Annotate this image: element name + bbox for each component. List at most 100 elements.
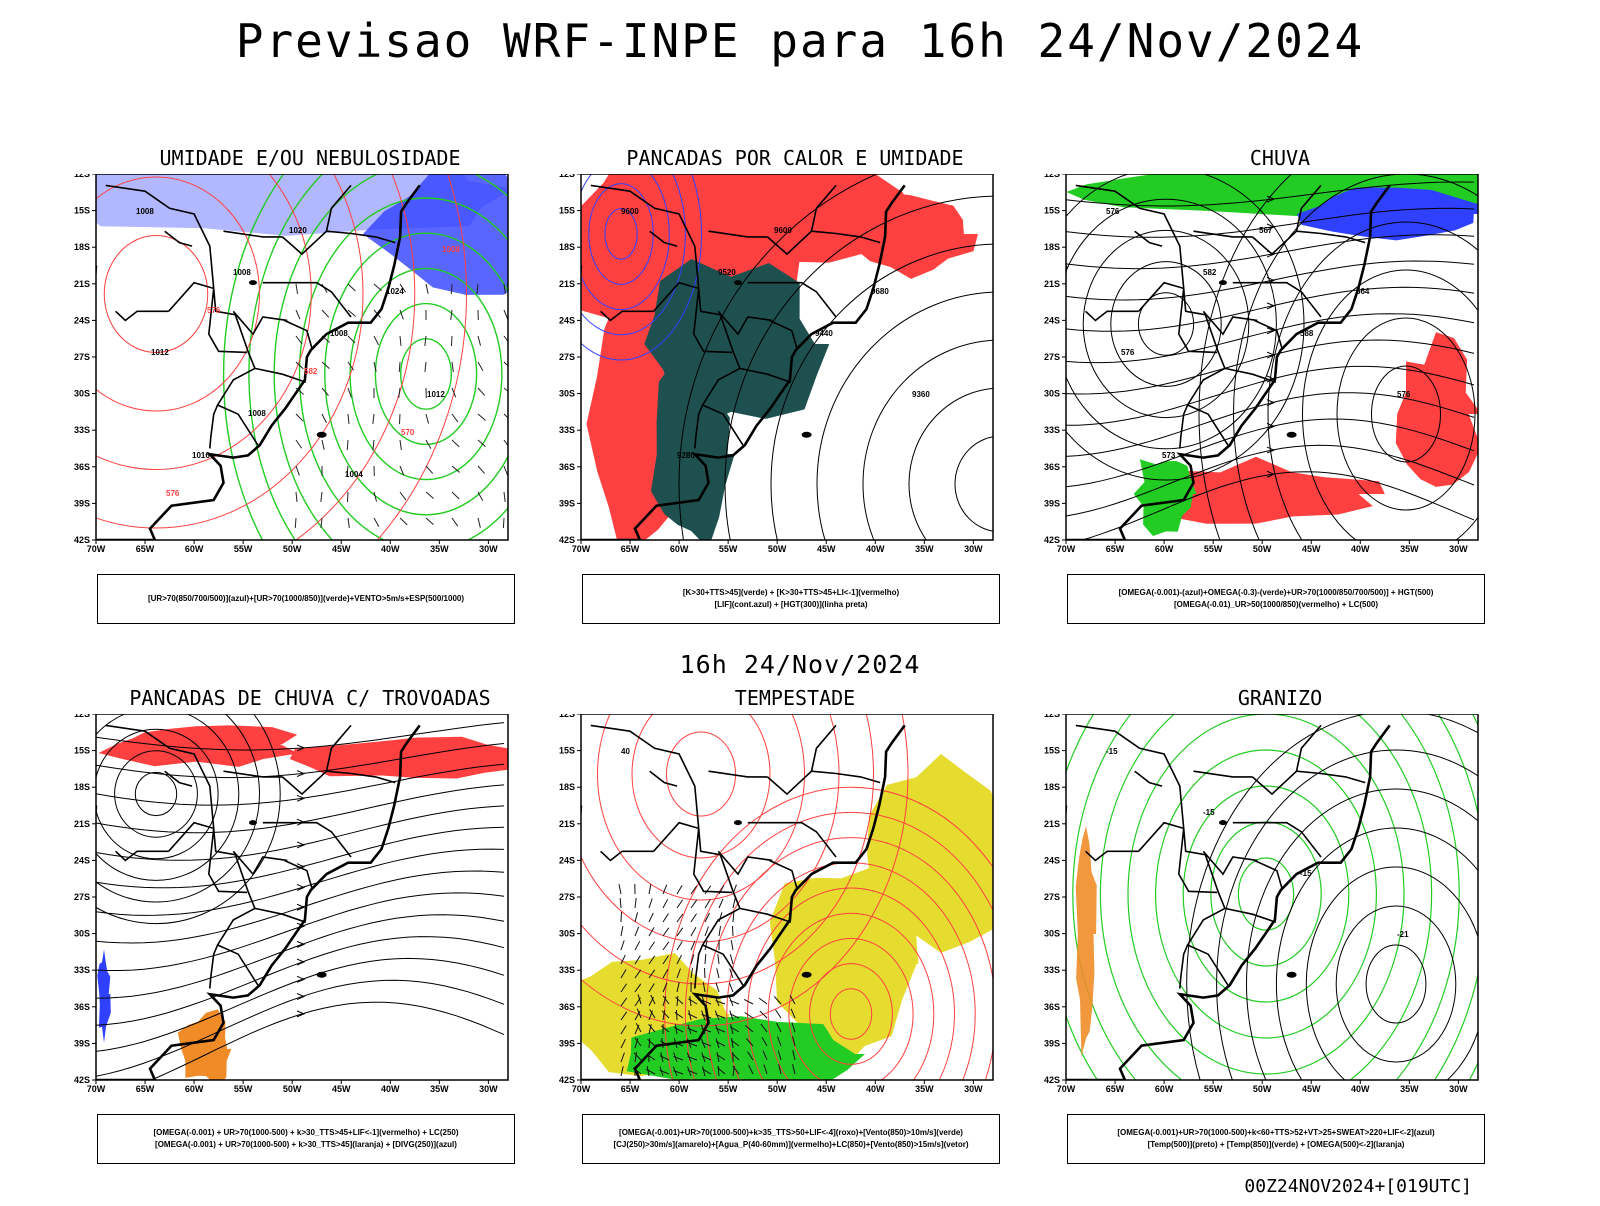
contour-label: 9680: [871, 287, 889, 296]
wind-vector: [732, 926, 733, 936]
lon-label: 60W: [670, 544, 689, 554]
contour-label: 1008: [442, 245, 460, 254]
contour-label: 9440: [815, 329, 833, 338]
main-title: Previsao WRF-INPE para 16h 24/Nov/2024: [0, 14, 1600, 68]
panel-title: UMIDADE E/OU NEBULOSIDADE: [70, 146, 550, 170]
lon-label: 55W: [234, 544, 253, 554]
map-umidade: 1008100810081012101610201024101210081004…: [70, 174, 550, 574]
contour-label: 576: [1106, 207, 1120, 216]
contour-label: 576: [207, 306, 221, 315]
contour-label: 573: [1162, 451, 1176, 460]
legend-line: [OMEGA(-0.01)_UR>50(1000/850)(vermelho) …: [1174, 600, 1378, 610]
legend-line: [K>30+TTS>45](verde) + [K>30+TTS>45+LI<-…: [683, 588, 899, 598]
lon-label: 40W: [1351, 1084, 1370, 1094]
contour-label: 1008: [330, 329, 348, 338]
legend-box: [OMEGA(-0.001)+UR>70(1000-500)+k<60+TTS>…: [1067, 1114, 1485, 1164]
legend-line: [OMEGA(-0.001)+UR>70(1000-500)+k<60+TTS>…: [1117, 1128, 1434, 1138]
lon-label: 60W: [1155, 544, 1174, 554]
contour-label: 9360: [912, 390, 930, 399]
map-chuva: 57658258857657356756457612S15S18S21S24S2…: [1040, 174, 1520, 574]
lon-label: 65W: [621, 544, 640, 554]
contour-label: 1016: [192, 451, 210, 460]
lon-label: 40W: [866, 1084, 885, 1094]
contour-label: 1008: [233, 268, 251, 277]
contour-label: 582: [304, 367, 318, 376]
lat-label: 24S: [74, 315, 90, 325]
lat-label: 30S: [559, 389, 575, 399]
lon-label: 50W: [768, 544, 787, 554]
lat-label: 27S: [74, 352, 90, 362]
lon-label: 40W: [866, 544, 885, 554]
lon-label: 35W: [430, 544, 449, 554]
lon-label: 70W: [87, 1084, 106, 1094]
contour-label: 567: [1259, 226, 1273, 235]
lon-label: 50W: [283, 544, 302, 554]
contour-label: 1012: [151, 348, 169, 357]
lon-label: 50W: [1253, 544, 1272, 554]
lon-label: 40W: [1351, 544, 1370, 554]
lat-label: 39S: [559, 1038, 575, 1048]
lat-label: 15S: [1044, 206, 1060, 216]
lat-label: 18S: [559, 242, 575, 252]
contour-label: 9280: [677, 451, 695, 460]
contour-label: -21: [1397, 930, 1409, 939]
lon-label: 35W: [915, 544, 934, 554]
lat-label: 36S: [1044, 1002, 1060, 1012]
lat-label: 21S: [1044, 279, 1060, 289]
lon-label: 30W: [479, 544, 498, 554]
lat-label: 27S: [74, 892, 90, 902]
panel-title: TEMPESTADE: [555, 686, 1035, 710]
legend-line: [OMEGA(-0.001) + UR>70(1000-500) + k>30_…: [155, 1140, 457, 1150]
lat-label: 36S: [74, 1002, 90, 1012]
contour-label: -15: [1300, 869, 1312, 878]
lat-label: 36S: [1044, 462, 1060, 472]
panel-title: CHUVA: [1040, 146, 1520, 170]
lon-label: 35W: [1400, 1084, 1419, 1094]
lat-label: 27S: [559, 892, 575, 902]
contour-label: -15: [1106, 747, 1118, 756]
lat-label: 39S: [74, 498, 90, 508]
lat-label: 15S: [559, 746, 575, 756]
lat-label: 33S: [74, 425, 90, 435]
contour-label: 576: [166, 489, 180, 498]
lat-label: 24S: [559, 855, 575, 865]
lon-label: 55W: [234, 1084, 253, 1094]
lon-label: 60W: [185, 1084, 204, 1094]
lake: [1287, 432, 1297, 438]
legend-box: [K>30+TTS>45](verde) + [K>30+TTS>45+LI<-…: [582, 574, 1000, 624]
lon-label: 70W: [572, 1084, 591, 1094]
lon-label: 35W: [915, 1084, 934, 1094]
lat-label: 33S: [559, 425, 575, 435]
lon-label: 65W: [136, 1084, 155, 1094]
contour-label: 40: [621, 747, 630, 756]
lon-label: 30W: [964, 1084, 983, 1094]
contour-label: 576: [1397, 390, 1411, 399]
lon-label: 40W: [381, 1084, 400, 1094]
legend-box: [OMEGA(-0.001)-(azul)+OMEGA(-0.3)-(verde…: [1067, 574, 1485, 624]
lat-label: 15S: [74, 206, 90, 216]
lon-label: 55W: [1204, 1084, 1223, 1094]
lat-label: 24S: [1044, 315, 1060, 325]
lon-label: 50W: [1253, 1084, 1272, 1094]
lat-label: 36S: [74, 462, 90, 472]
lon-label: 45W: [1302, 1084, 1321, 1094]
lake: [1219, 280, 1227, 285]
lat-label: 33S: [1044, 425, 1060, 435]
lat-label: 33S: [74, 965, 90, 975]
lat-label: 15S: [559, 206, 575, 216]
wind-vector: [347, 492, 348, 502]
lat-label: 39S: [74, 1038, 90, 1048]
lat-label: 30S: [1044, 929, 1060, 939]
lon-label: 45W: [332, 1084, 351, 1094]
lat-label: 24S: [74, 855, 90, 865]
contour-label: 564: [1356, 287, 1370, 296]
lat-label: 39S: [559, 498, 575, 508]
lake: [802, 972, 812, 978]
lake: [317, 432, 327, 438]
lon-label: 45W: [332, 544, 351, 554]
legend-box: [OMEGA(-0.001) + UR>70(1000-500) + k>30_…: [97, 1114, 515, 1164]
